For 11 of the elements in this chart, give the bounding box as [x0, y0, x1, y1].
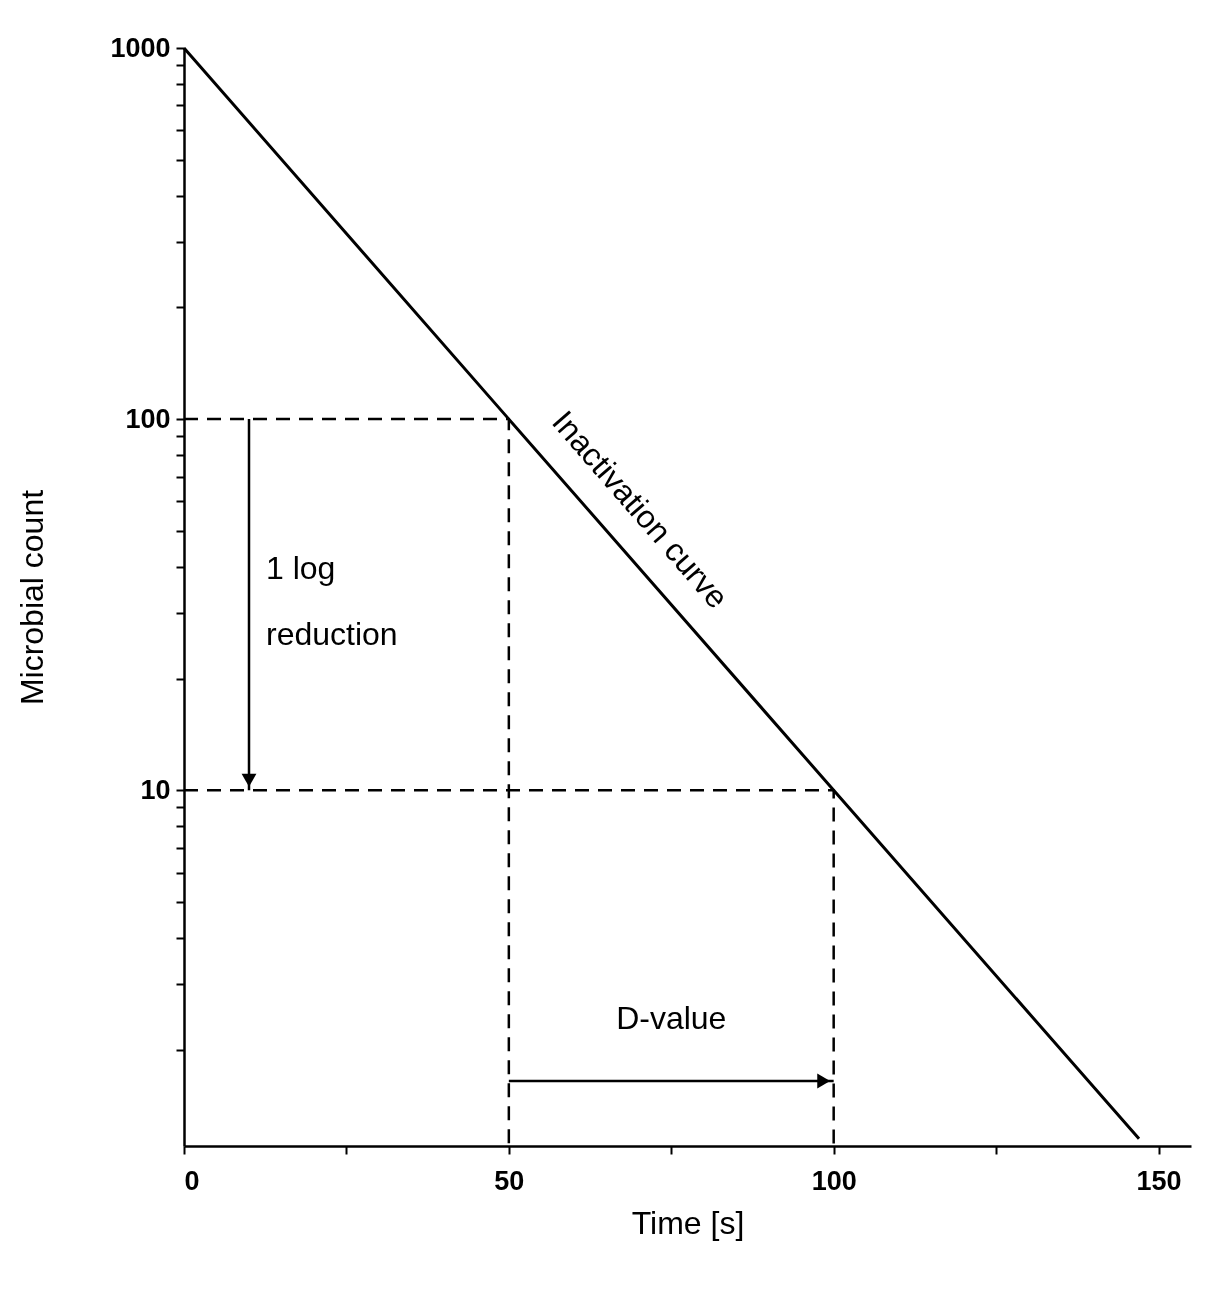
x-tick-label: 150: [1136, 1165, 1182, 1196]
y-tick-label: 1000: [110, 32, 171, 63]
y-tick-label: 10: [140, 774, 171, 805]
y-tick-label: 100: [125, 403, 171, 434]
x-tick-label: 50: [494, 1165, 525, 1196]
x-axis-title: Time [s]: [631, 1204, 745, 1241]
annotation: 1 log reduction: [266, 550, 398, 653]
x-tick-label: 100: [811, 1165, 857, 1196]
x-tick-label: 0: [184, 1165, 200, 1196]
y-axis-title: Microbial count: [14, 489, 51, 706]
annotation: D-value: [616, 1000, 727, 1036]
